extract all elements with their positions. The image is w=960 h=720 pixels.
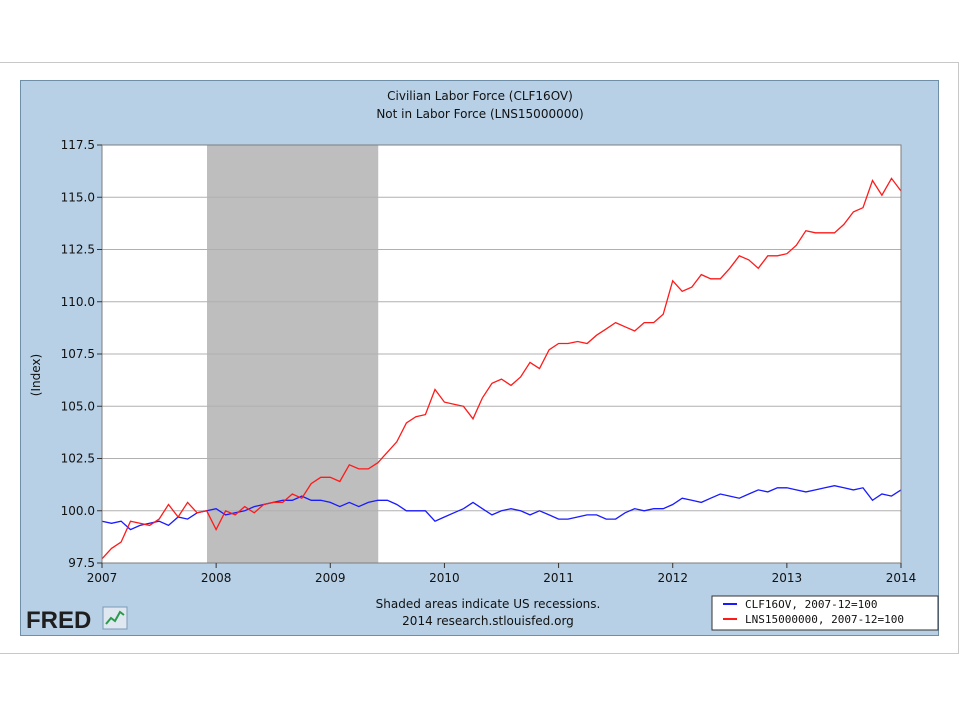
y-tick-label: 115.0: [61, 190, 95, 204]
y-tick-label: 107.5: [61, 347, 95, 361]
x-tick-label: 2013: [772, 571, 803, 585]
x-tick-label: 2007: [87, 571, 118, 585]
x-tick-label: 2009: [315, 571, 346, 585]
fred-logo-text: FRED: [26, 607, 91, 634]
y-tick-label: 117.5: [61, 138, 95, 152]
series-lines: [101, 177, 902, 560]
y-tick-labels: 97.5 100.0 102.5 105.0 107.5 110.0 112.5 115.0 1…: [61, 138, 102, 570]
source-caption: 2014 research.stlouisfed.org: [402, 614, 574, 628]
y-tick-label: 102.5: [61, 452, 95, 466]
x-tick-labels: 2007 2008 2009 2010 2011 2012 2013 2014: [87, 563, 917, 585]
chart-title: Civilian Labor Force (CLF16OV): [387, 89, 573, 103]
y-tick-label: 112.5: [61, 243, 95, 257]
legend-label-lns15000000: LNS15000000, 2007-12=100: [745, 613, 904, 626]
x-tick-label: 2010: [429, 571, 460, 585]
x-tick-label: 2012: [657, 571, 688, 585]
series-line-0: [101, 485, 902, 531]
y-tick-label: 105.0: [61, 399, 95, 413]
legend-box: [711, 595, 939, 631]
legend-label-clf16ov: CLF16OV, 2007-12=100: [745, 598, 877, 611]
y-axis-label: (Index): [29, 354, 43, 396]
fred-logo: FRED: [26, 606, 128, 634]
fred-chart-icon: [102, 606, 128, 630]
y-tick-label: 100.0: [61, 504, 95, 518]
y-tick-label: 110.0: [61, 295, 95, 309]
legend: CLF16OV, 2007-12=100 LNS15000000, 2007-1…: [711, 595, 939, 631]
x-tick-label: 2014: [886, 571, 917, 585]
slide-frame: [0, 62, 959, 654]
series-line-1: [101, 177, 902, 560]
recession-caption: Shaded areas indicate US recessions.: [376, 597, 601, 611]
chart-subtitle: Not in Labor Force (LNS15000000): [376, 107, 583, 121]
y-tick-label: 97.5: [68, 556, 95, 570]
x-tick-label: 2008: [201, 571, 232, 585]
x-tick-label: 2011: [543, 571, 574, 585]
fred-icon-line: [105, 610, 125, 625]
